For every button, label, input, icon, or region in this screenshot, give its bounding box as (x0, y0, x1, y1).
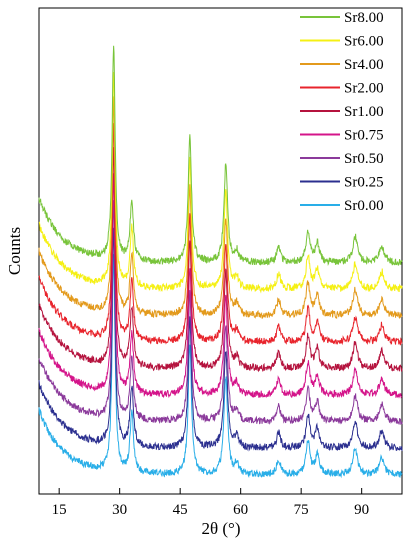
legend: Sr8.00 Sr6.00 Sr4.00 Sr2.00 Sr1.00 Sr0.75 Sr0.… (300, 10, 384, 214)
series-line-Sr4.00 (38, 96, 403, 320)
legend-label: Sr0.00 (344, 198, 384, 214)
series-layer (38, 45, 403, 479)
legend-label: Sr0.25 (344, 175, 384, 191)
series-line-Sr2.00 (38, 123, 403, 346)
series-line-Sr1.00 (38, 147, 403, 373)
legend-label: Sr0.50 (344, 151, 384, 167)
x-tick-label: 45 (173, 502, 188, 518)
x-tick-label: 90 (354, 502, 369, 518)
legend-label: Sr8.00 (344, 10, 384, 26)
legend-label: Sr0.75 (344, 128, 384, 144)
legend-label: Sr4.00 (344, 57, 384, 73)
series-line-Sr0.25 (38, 227, 403, 452)
legend-label: Sr1.00 (344, 104, 384, 120)
x-axis-label: 2θ (°) (201, 519, 240, 538)
series-line-Sr6.00 (38, 72, 403, 294)
series-line-Sr0.50 (38, 200, 403, 426)
legend-label: Sr6.00 (344, 34, 384, 50)
x-tick-label: 30 (112, 502, 127, 518)
series-line-Sr8.00 (38, 45, 403, 267)
series-line-Sr0.00 (38, 254, 403, 479)
x-tick-label: 15 (52, 502, 67, 518)
x-tick-label: 75 (294, 502, 309, 518)
legend-label: Sr2.00 (344, 81, 384, 97)
x-ticks: 15 30 45 60 75 90 (52, 488, 369, 518)
y-axis-label: Counts (5, 227, 24, 275)
series-line-Sr0.75 (38, 173, 403, 399)
x-tick-label: 60 (233, 502, 248, 518)
